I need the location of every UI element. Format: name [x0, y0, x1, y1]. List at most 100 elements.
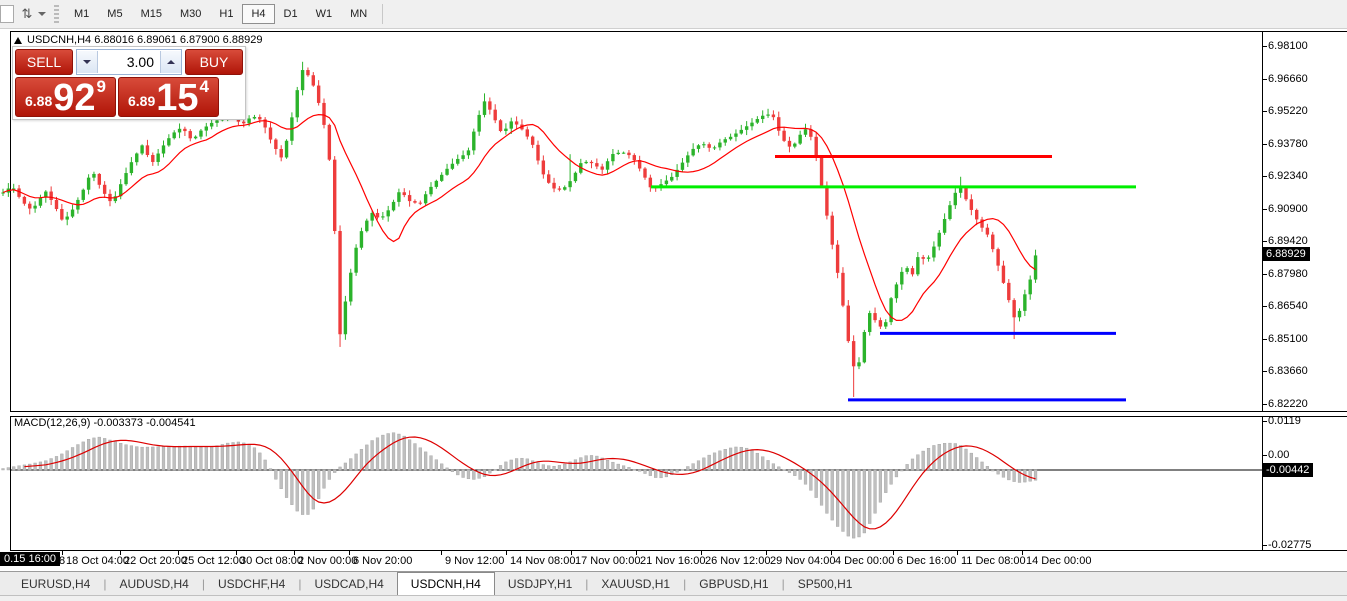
- sell-price-sup: 9: [96, 77, 106, 96]
- macd-canvas[interactable]: [0, 415, 1262, 550]
- tab-audusd-h4[interactable]: AUDUSD,H4: [119, 576, 189, 591]
- indicators-icon[interactable]: ⇅: [21, 6, 33, 21]
- macd-signal-line: [24, 436, 1036, 530]
- macd-axis-tick: [1262, 545, 1267, 546]
- sell-button[interactable]: SELL: [15, 49, 73, 75]
- time-axis-tick: [893, 551, 894, 555]
- timeframe-buttons: M1 M5 M15 M30 H1 H4 D1 W1 MN: [65, 4, 376, 24]
- status-bar: [0, 595, 1347, 601]
- price-axis-label: 6.95220: [1268, 105, 1308, 117]
- price-axis-tick: [1262, 339, 1267, 340]
- time-axis-label: 4 Dec 00:00: [835, 555, 895, 567]
- time-axis-tick: [120, 551, 121, 555]
- tab-usdcnh-h4[interactable]: USDCNH,H4: [396, 572, 495, 595]
- volume-decrease-button[interactable]: [77, 51, 98, 73]
- time-axis-label: 11 Dec 08:00: [961, 555, 1026, 567]
- time-crosshair-badge: 0.15 16:00: [0, 552, 60, 566]
- toolbar-separator: [382, 4, 384, 24]
- tabsbar-border: [0, 571, 1347, 572]
- macd-current-badge: -0.00442: [1263, 463, 1314, 477]
- one-click-trade-panel: SELL 3.00 BUY 6.88 92 9 6.89 15 4: [12, 46, 246, 120]
- price-axis-tick: [1262, 274, 1267, 275]
- time-axis-label: 21 Nov 16:00: [640, 555, 706, 567]
- buy-price-sup: 4: [199, 77, 209, 96]
- price-axis-label: 6.82220: [1268, 398, 1308, 410]
- macd-axis-tick: [1262, 421, 1267, 422]
- price-axis-label: 6.98100: [1268, 40, 1308, 52]
- pane-separator[interactable]: [10, 411, 1347, 417]
- timeframe-button-m5[interactable]: M5: [107, 8, 123, 20]
- price-axis-label: 6.90900: [1268, 203, 1308, 215]
- sell-price-button[interactable]: 6.88 92 9: [15, 77, 116, 117]
- time-axis: 0.15 16:00 8 18 Oct 04:00 22 Oct 20:00 25 …: [0, 551, 1347, 571]
- buy-button[interactable]: BUY: [185, 49, 243, 75]
- macd-axis-tick: [1262, 455, 1267, 456]
- tab-gbpusd-h1[interactable]: GBPUSD,H1: [699, 576, 769, 591]
- price-axis-tick: [1262, 209, 1267, 210]
- time-axis-tick: [441, 551, 442, 555]
- tab-separator: |: [585, 576, 589, 591]
- time-axis-tick: [701, 551, 702, 555]
- chart-title: USDCNH,H4 6.88016 6.89061 6.87900 6.8892…: [14, 34, 262, 46]
- stepper-up-icon: [167, 60, 175, 64]
- time-axis-label: 17 Nov 00:00: [575, 555, 641, 567]
- tab-separator: |: [298, 576, 302, 591]
- current-price-badge: 6.88929: [1263, 247, 1310, 261]
- price-axis-tick: [1262, 404, 1267, 405]
- symbol-tabs-bar: EURUSD,H4 | AUDUSD,H4 | USDCHF,H4 | USDCAD,H4 U…: [0, 572, 1347, 595]
- price-axis-tick: [1262, 241, 1267, 242]
- chart-title-text: USDCNH,H4 6.88016 6.89061 6.87900 6.8892…: [27, 34, 263, 46]
- buy-price-button[interactable]: 6.89 15 4: [118, 77, 219, 117]
- timeframe-button-w1[interactable]: W1: [315, 8, 333, 20]
- timeframe-button-h1[interactable]: H1: [219, 8, 234, 20]
- new-chart-icon[interactable]: [0, 5, 14, 23]
- time-axis-label: 22 Oct 20:00: [124, 555, 187, 567]
- timeframe-button-mn[interactable]: MN: [350, 8, 368, 20]
- macd-histogram: [1, 432, 1038, 539]
- tab-xauusd-h1[interactable]: XAUUSD,H1: [601, 576, 671, 591]
- price-axis-tick: [1262, 144, 1267, 145]
- time-axis-tick: [506, 551, 507, 555]
- trade-panel-price-row: 6.88 92 9 6.89 15 4: [15, 77, 243, 117]
- macd-axis-label: -0.02775: [1268, 539, 1312, 551]
- volume-stepper: 3.00: [76, 49, 182, 75]
- time-axis-label: 6 Dec 16:00: [897, 555, 957, 567]
- price-chart-canvas[interactable]: [0, 31, 1262, 411]
- chart-frame-left: [10, 31, 11, 571]
- time-axis-tick: [178, 551, 179, 555]
- buy-price-big: 15: [156, 77, 199, 119]
- dropdown-caret-icon[interactable]: [38, 12, 46, 16]
- time-axis-label: 14 Dec 00:00: [1026, 555, 1092, 567]
- timeframe-button-m30[interactable]: M30: [179, 8, 202, 20]
- timeframe-button-m1[interactable]: M1: [74, 8, 90, 20]
- tab-usdjpy-h1[interactable]: USDJPY,H1: [507, 576, 573, 591]
- tab-separator: |: [781, 576, 785, 591]
- tab-usdchf-h4[interactable]: USDCHF,H4: [217, 576, 286, 591]
- macd-axis-label: 0.00: [1268, 449, 1290, 461]
- price-axis-label: 6.89420: [1268, 235, 1308, 247]
- tab-usdcad-h4[interactable]: USDCAD,H4: [314, 576, 384, 591]
- candlesticks: [1, 61, 1038, 397]
- tab-sp500-h1[interactable]: SP500,H1: [797, 576, 853, 591]
- price-axis-label: 6.85100: [1268, 333, 1308, 345]
- time-axis-fragment: 8: [59, 555, 66, 567]
- price-axis-label: 6.96660: [1268, 73, 1308, 85]
- chart-frame-top: [10, 31, 1347, 32]
- price-axis-label: 6.83660: [1268, 365, 1308, 377]
- time-axis-tick: [62, 551, 63, 555]
- volume-field[interactable]: 3.00: [126, 54, 154, 70]
- tab-eurusd-h4[interactable]: EURUSD,H4: [21, 576, 91, 591]
- macd-indicator-label: MACD(12,26,9) -0.003373 -0.004541: [14, 417, 196, 429]
- price-axis-tick: [1262, 176, 1267, 177]
- time-axis-tick: [294, 551, 295, 555]
- timeframe-button-h4[interactable]: H4: [242, 4, 275, 24]
- time-axis-label: 14 Nov 08:00: [510, 555, 576, 567]
- trade-panel-top-row: SELL 3.00 BUY: [15, 49, 243, 75]
- toolbar: ⇅ M1 M5 M15 M30 H1 H4 D1 W1 MN: [0, 0, 1347, 29]
- timeframe-button-m15[interactable]: M15: [140, 8, 162, 20]
- moving-average-line: [2, 113, 1036, 322]
- macd-axis-label: 0.0119: [1268, 415, 1301, 427]
- sell-price-prefix: 6.88: [25, 93, 53, 109]
- volume-increase-button[interactable]: [160, 51, 181, 73]
- timeframe-button-d1[interactable]: D1: [283, 8, 298, 20]
